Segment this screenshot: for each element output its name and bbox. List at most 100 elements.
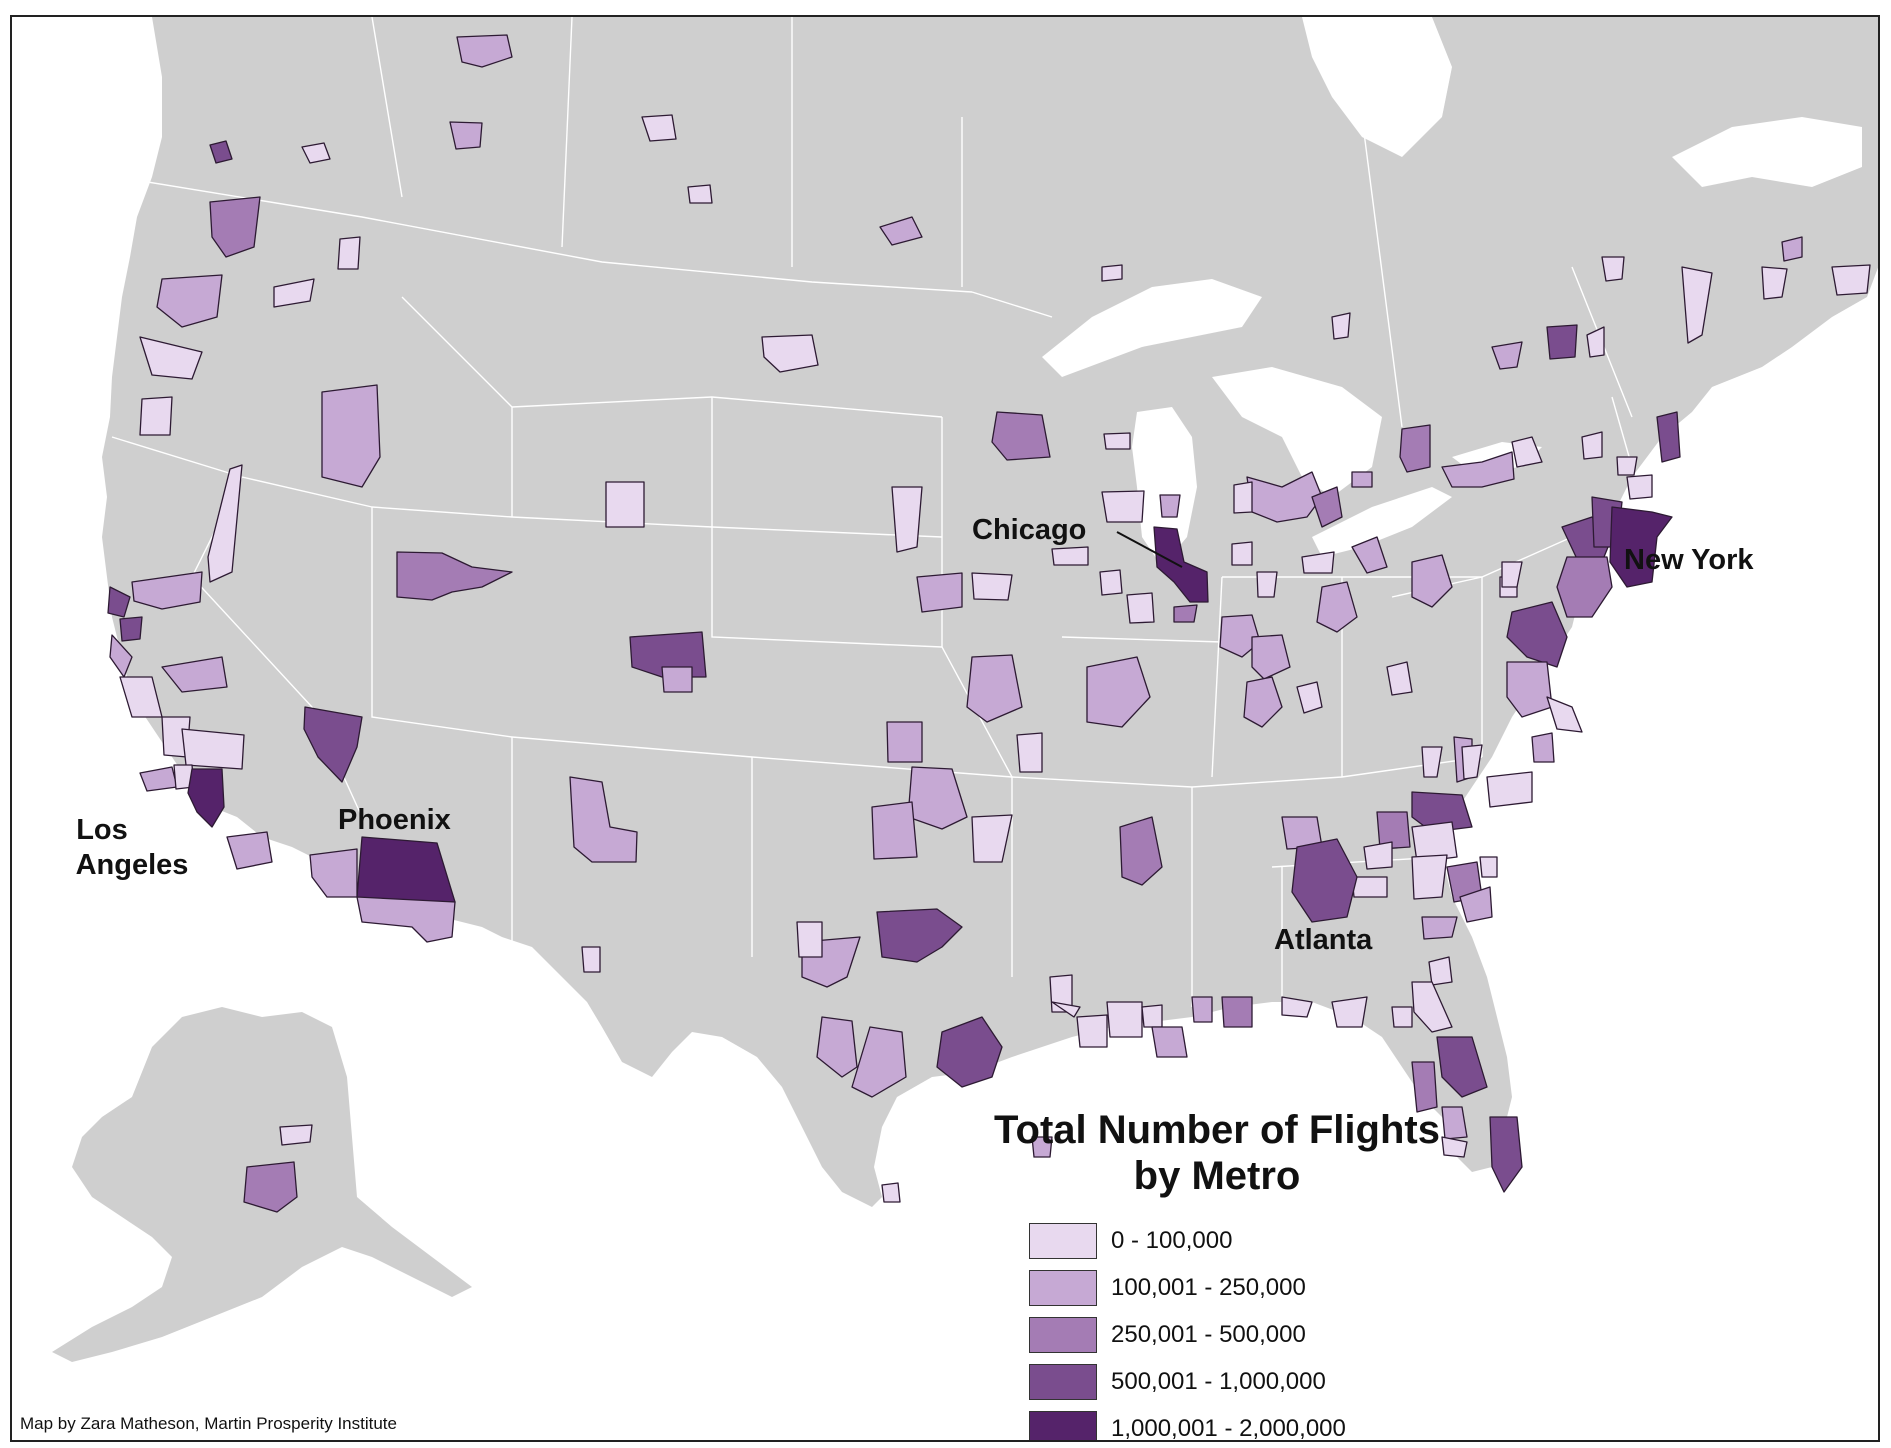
metro-area[interactable] (1781, 236, 1803, 262)
metro-area[interactable] (581, 946, 601, 973)
metro-area[interactable] (1151, 1026, 1188, 1058)
metro-area[interactable] (119, 616, 143, 642)
metro-area[interactable] (1316, 581, 1358, 633)
metro-area[interactable] (161, 656, 228, 693)
metro-area[interactable] (356, 896, 456, 943)
metro-area[interactable] (1616, 456, 1638, 476)
metro-area[interactable] (131, 571, 203, 610)
metro-area[interactable] (1479, 856, 1498, 878)
metro-area[interactable] (1761, 266, 1788, 300)
metro-area[interactable] (1399, 424, 1431, 473)
metro-area[interactable] (1459, 886, 1493, 923)
metro-area[interactable] (1281, 996, 1313, 1018)
metro-area[interactable] (1428, 956, 1453, 986)
metro-area[interactable] (1051, 1001, 1081, 1018)
metro-area[interactable] (876, 908, 963, 963)
metro-area[interactable] (936, 1016, 1003, 1088)
metro-area[interactable] (1331, 996, 1368, 1028)
metro-area[interactable] (226, 831, 273, 870)
metro-area[interactable] (661, 666, 693, 693)
metro-area[interactable] (1581, 431, 1603, 460)
metro-area[interactable] (107, 586, 131, 618)
metro-area[interactable] (279, 1124, 313, 1146)
metro-area[interactable] (1101, 490, 1145, 523)
metro-area[interactable] (1251, 634, 1291, 680)
metro-area[interactable] (139, 396, 173, 436)
metro-area[interactable] (1231, 541, 1253, 566)
metro-area[interactable] (1076, 1014, 1108, 1048)
metro-area[interactable] (1506, 661, 1553, 718)
metro-area[interactable] (1411, 554, 1453, 608)
metro-area[interactable] (1051, 546, 1089, 566)
metro-area[interactable] (1411, 821, 1458, 863)
metro-area[interactable] (309, 848, 358, 898)
metro-area[interactable] (1586, 326, 1605, 358)
metro-area[interactable] (1489, 1116, 1523, 1193)
metro-area[interactable] (1101, 264, 1123, 282)
metro-area[interactable] (1086, 656, 1151, 728)
metro-area[interactable] (1119, 816, 1163, 886)
metro-area[interactable] (1351, 536, 1388, 574)
metro-area[interactable] (1103, 432, 1131, 450)
metro-area[interactable] (1831, 264, 1871, 296)
metro-area[interactable] (879, 216, 923, 246)
metro-area[interactable] (1441, 1136, 1468, 1158)
metro-area[interactable] (1191, 996, 1213, 1023)
metro-area[interactable] (1099, 569, 1123, 596)
metro-area[interactable] (1386, 661, 1413, 696)
metro-area[interactable] (1256, 571, 1278, 598)
metro-area[interactable] (687, 184, 713, 204)
metro-area[interactable] (1233, 481, 1253, 514)
metro-area[interactable] (1351, 876, 1388, 898)
metro-area[interactable] (209, 140, 233, 164)
metro-area[interactable] (1106, 1001, 1143, 1038)
metro-area[interactable] (1411, 981, 1453, 1033)
metro-area[interactable] (891, 486, 923, 553)
metro-area[interactable] (181, 728, 245, 770)
metro-area[interactable] (1173, 604, 1198, 623)
metro-area[interactable] (1421, 746, 1443, 778)
metro-area[interactable] (569, 776, 638, 863)
metro-area[interactable] (1376, 811, 1411, 850)
metro-area[interactable] (1441, 451, 1515, 488)
metro-area[interactable] (1461, 744, 1483, 780)
metro-area[interactable] (1243, 676, 1283, 728)
metro-area[interactable] (1506, 601, 1568, 668)
metro-area[interactable] (1486, 771, 1533, 808)
metro-area[interactable] (1421, 916, 1458, 940)
metro-area[interactable] (187, 768, 225, 828)
metro-area[interactable] (396, 551, 513, 601)
metro-area[interactable] (796, 921, 823, 958)
metro-area[interactable] (1441, 1106, 1468, 1140)
metro-area[interactable] (1291, 838, 1358, 923)
metro-area[interactable] (851, 1026, 907, 1098)
metro-area[interactable] (761, 334, 819, 373)
metro-area[interactable] (1609, 506, 1673, 588)
metro-area[interactable] (156, 274, 223, 328)
metro-area[interactable] (1656, 411, 1681, 463)
metro-area[interactable] (209, 196, 261, 258)
metro-area[interactable] (1391, 1006, 1413, 1028)
metro-area[interactable] (1601, 256, 1625, 282)
metro-area[interactable] (1546, 324, 1578, 360)
metro-area[interactable] (1159, 494, 1181, 518)
metro-area[interactable] (1031, 1136, 1053, 1158)
metro-area[interactable] (1221, 996, 1253, 1028)
metro-area[interactable] (881, 1182, 901, 1203)
metro-area[interactable] (337, 236, 361, 270)
metro-area[interactable] (1511, 436, 1543, 468)
metro-area[interactable] (1626, 474, 1653, 500)
metro-area[interactable] (1531, 732, 1555, 763)
metro-area[interactable] (971, 572, 1013, 601)
metro-area[interactable] (273, 278, 315, 308)
metro-area[interactable] (303, 706, 363, 783)
metro-area[interactable] (1681, 266, 1713, 344)
metro-area[interactable] (456, 34, 513, 68)
metro-area[interactable] (1351, 471, 1373, 488)
metro-area[interactable] (966, 654, 1023, 723)
metro-area[interactable] (871, 801, 918, 860)
metro-area[interactable] (449, 121, 483, 150)
metro-area[interactable] (1411, 854, 1448, 900)
metro-area[interactable] (1331, 312, 1351, 340)
metro-area[interactable] (605, 481, 645, 528)
